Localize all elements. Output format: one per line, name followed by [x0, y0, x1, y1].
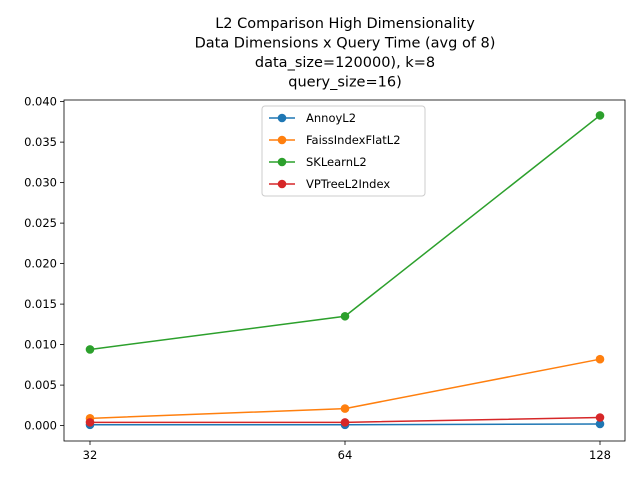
title-line-1: Data Dimensions x Query Time (avg of 8): [195, 36, 496, 52]
y-tick-label: 0.040: [24, 95, 57, 109]
data-point: [595, 354, 605, 364]
data-point: [340, 311, 350, 321]
y-tick-label: 0.010: [24, 338, 57, 352]
data-point: [340, 404, 350, 413]
legend-label: SKLearnL2: [306, 155, 367, 169]
legend: AnnoyL2 FaissIndexFlatL2 SKLearnL2 VPTreeL2…: [261, 105, 426, 197]
legend-marker: [277, 135, 287, 145]
y-tick-label: 0.000: [24, 419, 57, 433]
chart-title: L2 Comparison High Dimensionality Data Di…: [195, 16, 496, 91]
y-tick-label: 0.025: [24, 216, 57, 230]
chart-series: [85, 111, 605, 430]
legend-box: [261, 105, 426, 197]
data-point: [595, 419, 605, 429]
x-tick-label: 128: [589, 448, 611, 462]
data-point: [340, 418, 350, 427]
data-point: [85, 345, 95, 354]
legend-label: FaissIndexFlatL2: [306, 133, 401, 147]
x-tick-label: 64: [338, 448, 353, 462]
axis-ticks: 0.000 0.005 0.010 0.015 0.020 0.025 0.030 0.035…: [24, 95, 611, 462]
data-point: [595, 111, 605, 120]
y-tick-label: 0.020: [24, 257, 57, 271]
data-point: [85, 418, 95, 427]
series-FaissIndexFlatL2: [85, 354, 605, 423]
data-point: [595, 413, 605, 422]
legend-marker: [277, 179, 287, 189]
series-SKLearnL2: [85, 111, 605, 354]
series-VPTreeL2Index: [85, 413, 605, 427]
y-tick-label: 0.005: [24, 378, 57, 392]
legend-marker: [277, 157, 287, 167]
x-tick-label: 32: [83, 448, 98, 462]
legend-label: AnnoyL2: [306, 111, 356, 125]
title-line-2: data_size=120000), k=8: [255, 55, 435, 71]
y-tick-label: 0.015: [24, 297, 57, 311]
title-line-3: query_size=16): [288, 75, 401, 91]
legend-label: VPTreeL2Index: [306, 177, 390, 191]
title-line-0: L2 Comparison High Dimensionality: [215, 16, 475, 32]
legend-marker: [277, 113, 287, 123]
y-tick-label: 0.030: [24, 176, 57, 190]
y-tick-label: 0.035: [24, 135, 57, 149]
plot-frame: [63, 99, 626, 442]
